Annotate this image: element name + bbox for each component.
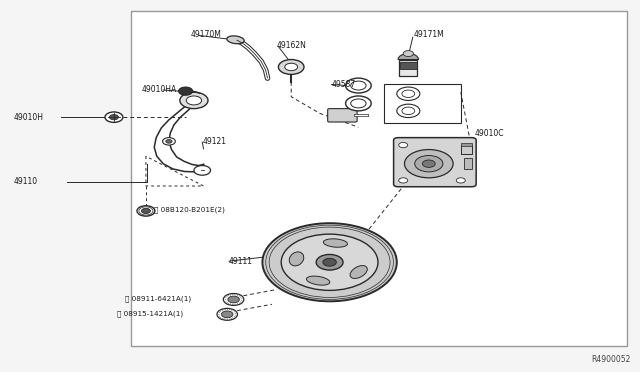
Circle shape [109,115,118,120]
Circle shape [351,99,366,108]
Circle shape [228,296,239,303]
Bar [399,60,417,76]
Wedge shape [398,54,419,60]
Circle shape [456,178,465,183]
Text: Ⓑ 08915-1421A(1): Ⓑ 08915-1421A(1) [117,310,183,317]
Circle shape [399,142,408,148]
Circle shape [105,112,123,122]
Bar [461,145,472,154]
Circle shape [281,234,378,291]
Text: 49121: 49121 [202,137,227,146]
Text: 49010HA: 49010HA [142,85,177,94]
Text: 49010H: 49010H [14,113,44,122]
Ellipse shape [227,36,244,44]
Text: 49171M: 49171M [414,30,445,39]
Circle shape [221,311,233,318]
Circle shape [179,87,193,95]
Bar [400,62,417,69]
Circle shape [346,96,371,111]
Circle shape [403,51,413,57]
FancyBboxPatch shape [394,138,476,187]
Ellipse shape [323,239,348,247]
Circle shape [397,104,420,118]
Text: 49162N: 49162N [277,41,307,50]
Circle shape [223,294,244,305]
Circle shape [180,92,208,109]
Circle shape [346,78,371,93]
Circle shape [278,60,304,74]
Ellipse shape [350,266,367,279]
Circle shape [194,166,211,175]
Circle shape [285,63,298,71]
Text: Ⓑ 08B120-B201E(2): Ⓑ 08B120-B201E(2) [154,207,225,214]
Circle shape [323,258,337,266]
Circle shape [402,90,415,97]
Text: 49170M: 49170M [191,30,221,39]
Circle shape [137,206,155,216]
Circle shape [166,140,172,143]
Circle shape [316,254,343,270]
Circle shape [351,81,366,90]
Circle shape [262,223,397,301]
Bar [384,84,461,123]
Circle shape [404,150,453,178]
Bar [464,158,472,169]
Text: 49587: 49587 [332,80,356,89]
Bar [131,11,627,346]
Circle shape [422,160,435,167]
Text: 49010C: 49010C [475,129,504,138]
Text: R4900052: R4900052 [591,355,630,364]
Bar [461,143,472,146]
Circle shape [186,96,202,105]
Ellipse shape [289,252,304,266]
Text: 49111: 49111 [229,257,253,266]
Text: 49110: 49110 [14,177,38,186]
Circle shape [217,308,237,320]
Text: Ⓑ 08911-6421A(1): Ⓑ 08911-6421A(1) [125,295,191,302]
Circle shape [141,208,150,214]
Circle shape [163,138,175,145]
Ellipse shape [307,276,330,285]
FancyBboxPatch shape [328,109,357,122]
Circle shape [402,107,415,115]
Circle shape [415,155,443,172]
Circle shape [399,178,408,183]
Circle shape [397,87,420,100]
